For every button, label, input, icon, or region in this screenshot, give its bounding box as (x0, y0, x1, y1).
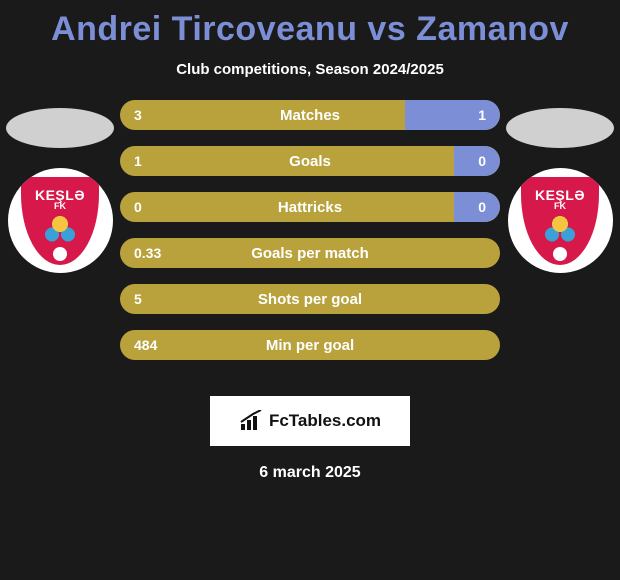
stat-label: Hattricks (120, 199, 500, 216)
stat-label: Matches (120, 107, 500, 124)
logo-text: FcTables.com (269, 411, 381, 431)
badge-sub-text: FK (554, 201, 566, 211)
player-right-silhouette (506, 108, 614, 148)
comparison-subtitle: Club competitions, Season 2024/2025 (0, 61, 620, 78)
player-right-column: KEŞLƏ FK (505, 108, 615, 273)
shield-icon: KEŞLƏ FK (521, 177, 599, 265)
stat-value-right: 0 (478, 153, 486, 169)
team-badge-left: KEŞLƏ FK (8, 168, 113, 273)
badge-ball-icon (53, 247, 67, 261)
stat-label: Min per goal (120, 337, 500, 354)
fctables-logo[interactable]: FcTables.com (210, 396, 410, 446)
badge-emblem-icon (540, 215, 580, 245)
stat-bars: 3Matches11Goals00Hattricks00.33Goals per… (120, 100, 500, 376)
stat-label: Shots per goal (120, 291, 500, 308)
stat-value-right: 1 (478, 107, 486, 123)
badge-sub-text: FK (54, 201, 66, 211)
badge-emblem-icon (40, 215, 80, 245)
chart-icon (239, 410, 265, 432)
team-badge-right: KEŞLƏ FK (508, 168, 613, 273)
stat-bar: 0.33Goals per match (120, 238, 500, 268)
stat-bar: 484Min per goal (120, 330, 500, 360)
comparison-title: Andrei Tircoveanu vs Zamanov (0, 0, 620, 49)
shield-icon: KEŞLƏ FK (21, 177, 99, 265)
stat-bar: 0Hattricks0 (120, 192, 500, 222)
comparison-date: 6 march 2025 (0, 464, 620, 482)
stat-bar: 5Shots per goal (120, 284, 500, 314)
stat-value-right: 0 (478, 199, 486, 215)
player-left-silhouette (6, 108, 114, 148)
badge-ball-icon (553, 247, 567, 261)
stat-label: Goals (120, 153, 500, 170)
player-left-column: KEŞLƏ FK (5, 108, 115, 273)
stat-bar: 3Matches1 (120, 100, 500, 130)
stat-label: Goals per match (120, 245, 500, 262)
comparison-content: KEŞLƏ FK KEŞLƏ FK 3Matches11Goals00Hattr… (0, 108, 620, 388)
stat-bar: 1Goals0 (120, 146, 500, 176)
